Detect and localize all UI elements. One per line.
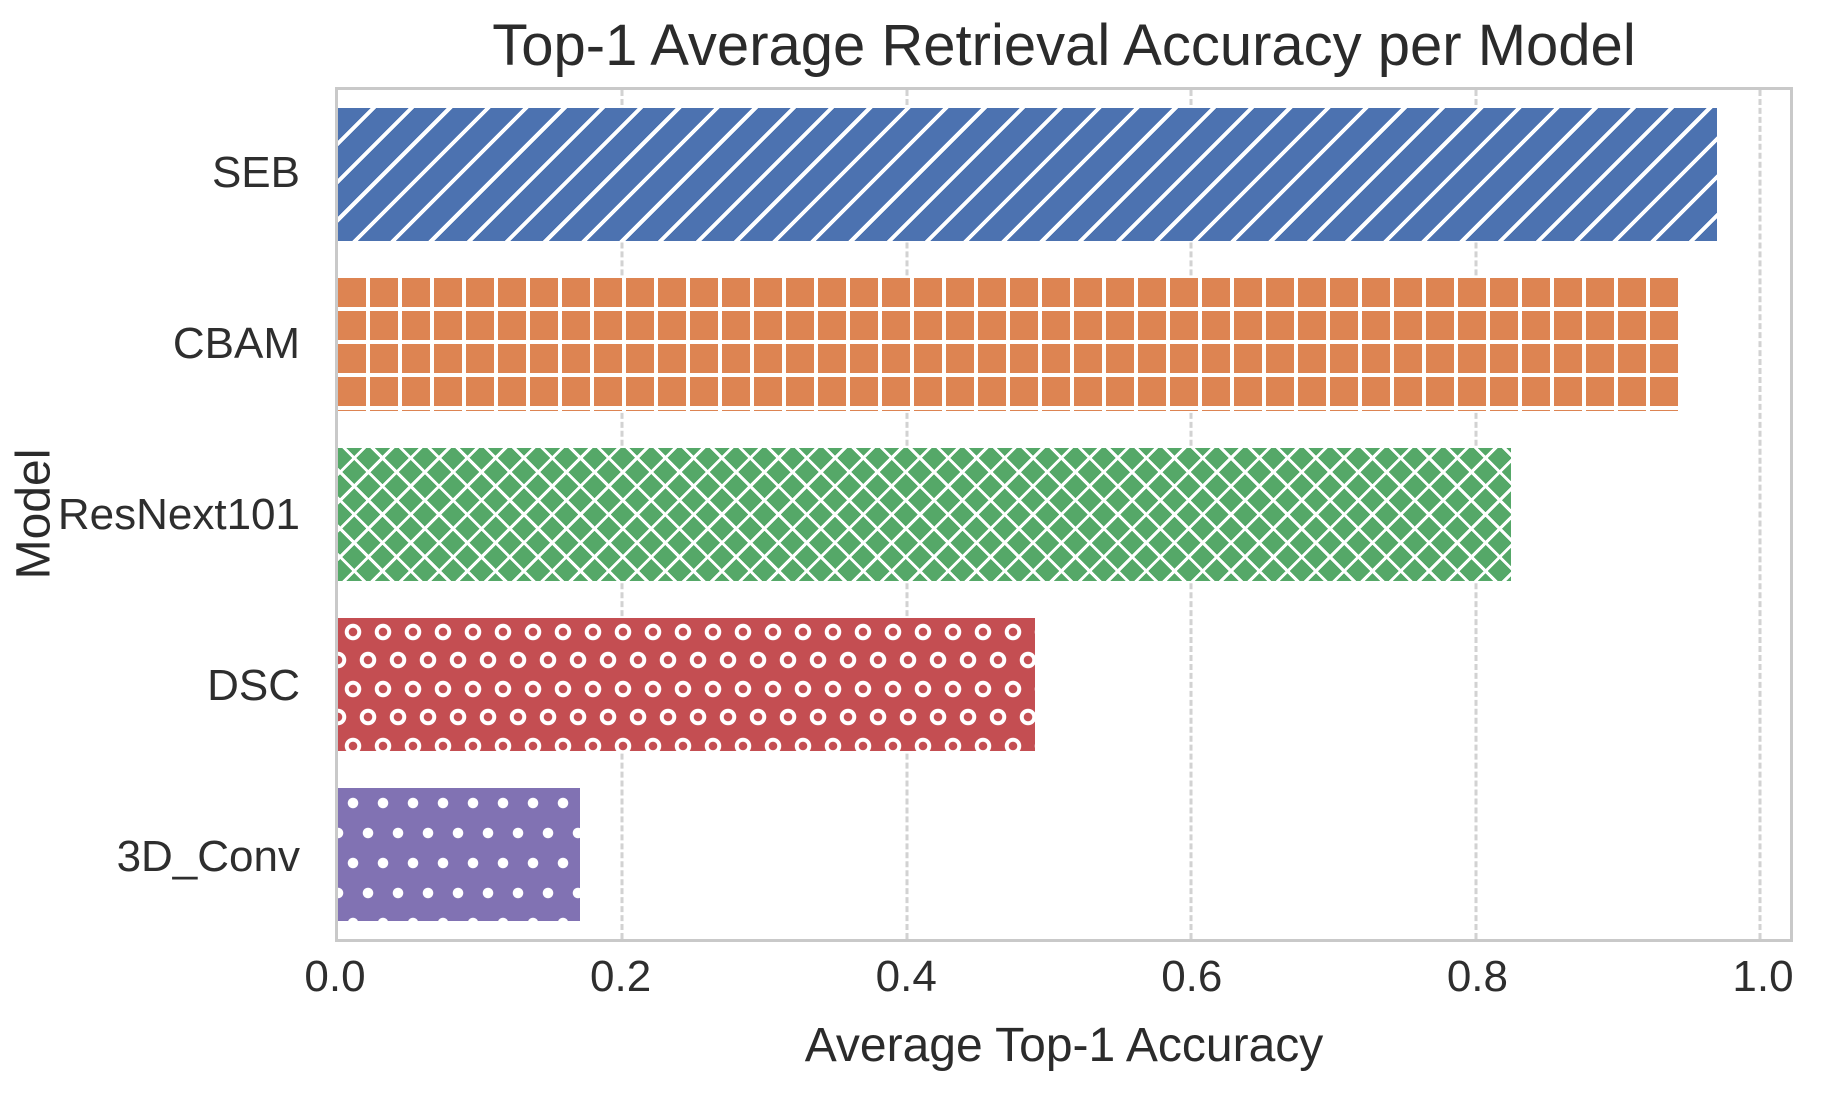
y-tick-cbam: CBAM: [172, 318, 300, 368]
x-tick-1.0: 1.0: [1732, 952, 1794, 1001]
y-tick-3d_conv: 3D_Conv: [116, 831, 300, 881]
x-axis-label: Average Top-1 Accuracy: [804, 1019, 1324, 1072]
x-tick-labels: 0.0 0.2 0.4 0.6 0.8 1.0: [304, 952, 1794, 1007]
bar-resnext101: [338, 447, 1512, 582]
y-tick-dsc: DSC: [207, 660, 300, 710]
bar-seb: [338, 108, 1718, 242]
bar-cbam: [338, 278, 1682, 412]
y-tick-labels: SEB CBAM ResNext101 DSC 3D_Conv: [0, 87, 318, 942]
x-tick-0.2: 0.2: [590, 952, 652, 1001]
y-tick-resnext101: ResNext101: [57, 489, 300, 539]
x-tick-0.8: 0.8: [1446, 952, 1508, 1001]
gridline-1.0: [1758, 90, 1762, 939]
x-tick-0.0: 0.0: [304, 952, 366, 1001]
bar-dsc: [338, 617, 1035, 751]
y-tick-seb: SEB: [211, 147, 300, 197]
plot-area: [335, 87, 1793, 942]
bar-3d_conv: [338, 787, 580, 921]
x-tick-0.4: 0.4: [875, 952, 937, 1001]
x-tick-0.6: 0.6: [1161, 952, 1223, 1001]
chart-title: Top-1 Average Retrieval Accuracy per Mod…: [492, 13, 1636, 78]
